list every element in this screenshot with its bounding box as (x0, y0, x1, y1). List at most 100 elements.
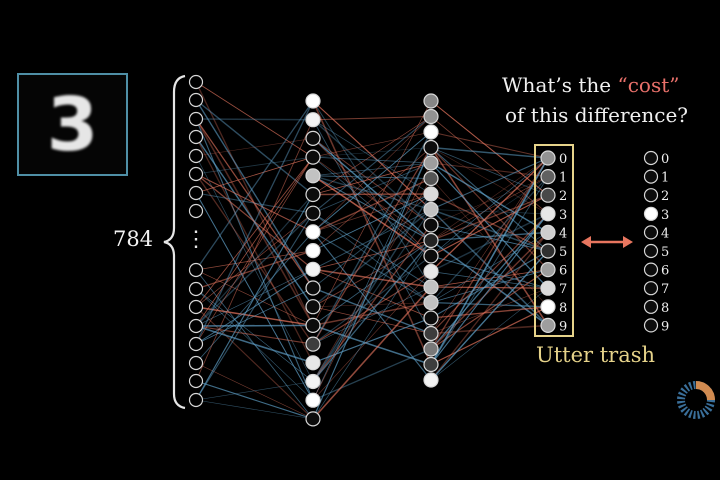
weight-line (195, 81, 314, 158)
target-neuron (643, 243, 659, 259)
output-neuron (540, 224, 556, 240)
weight-line (312, 302, 432, 307)
weight-line (195, 381, 314, 401)
input-brace (163, 74, 186, 410)
hidden1-neuron (305, 168, 321, 184)
weight-line (312, 240, 432, 270)
weight-line (195, 155, 314, 382)
weight-line (195, 173, 314, 233)
hidden2-neuron (423, 93, 439, 109)
weight-line (430, 231, 549, 350)
loading-spinner-icon (677, 381, 715, 419)
weight-line (430, 162, 549, 233)
hidden1-neuron (305, 336, 321, 352)
weight-connections (195, 81, 549, 420)
weight-line (312, 156, 432, 164)
weight-line (430, 146, 549, 159)
input-neuron (188, 336, 204, 352)
output-labels: 0 0 1 1 2 2 3 3 4 4 5 5 6 6 7 7 8 8 9 9 (559, 152, 669, 334)
weight-line (430, 287, 549, 381)
weight-line (312, 193, 432, 251)
hidden2-neuron (423, 263, 439, 280)
weight-line (430, 157, 549, 350)
input-neuron (188, 281, 204, 297)
hidden2-neuron (423, 155, 439, 171)
weight-line (195, 306, 314, 420)
hidden2-neuron (423, 217, 439, 233)
weight-line (430, 231, 549, 381)
difference-arrow (581, 236, 633, 248)
neurons: ⋮ (185, 74, 659, 427)
input-digit-image: 3 (17, 73, 128, 176)
input-neuron (188, 166, 204, 182)
weight-line (195, 119, 314, 382)
hidden1-neuron (305, 186, 321, 203)
weight-line (312, 119, 432, 226)
weight-line (312, 137, 432, 242)
weight-line (430, 116, 549, 215)
weight-line (312, 162, 432, 214)
target-neuron (643, 225, 659, 240)
weight-line (312, 209, 432, 270)
weight-line (430, 250, 549, 319)
input-neuron (188, 185, 204, 201)
hidden1-neuron (305, 224, 321, 240)
weight-line (430, 131, 549, 159)
weight-line (195, 156, 314, 345)
weight-line (312, 116, 432, 233)
weight-line (430, 147, 549, 215)
weight-line (430, 224, 549, 252)
weight-line (312, 212, 432, 303)
weight-line (430, 176, 549, 365)
input-neuron (188, 111, 204, 127)
weight-line (312, 286, 432, 345)
weight-line (312, 317, 432, 364)
weight-line (312, 119, 432, 195)
input-neuron (188, 148, 204, 164)
input-neuron (188, 92, 204, 108)
weight-line (195, 194, 314, 401)
weight-line (430, 209, 549, 215)
weight-line (430, 213, 549, 273)
weight-line (430, 301, 549, 308)
hidden2-neuron (423, 279, 439, 295)
output-neuron (540, 243, 556, 259)
weight-line (195, 156, 314, 194)
input-neuron (188, 373, 204, 389)
weight-line (312, 115, 432, 121)
output-label: 2 (559, 189, 567, 204)
input-neuron (188, 392, 204, 408)
weight-line (312, 231, 432, 304)
weight-line (312, 175, 432, 241)
weight-line (312, 193, 432, 289)
weight-line (312, 231, 432, 381)
weight-line (312, 175, 432, 179)
hidden2-neuron (423, 325, 439, 342)
weight-line (312, 147, 432, 251)
output-label: 3 (559, 208, 567, 223)
weight-line (430, 100, 549, 196)
input-neuron (188, 74, 204, 90)
hidden1-neuron (305, 93, 321, 109)
weight-line (195, 99, 314, 196)
weight-line (430, 208, 549, 252)
hidden2-neuron (423, 372, 439, 388)
target-label: 6 (661, 264, 669, 279)
hidden2-neuron (423, 108, 439, 125)
weight-line (195, 156, 314, 175)
weight-line (195, 325, 314, 345)
weight-line (312, 100, 432, 326)
cost-question-prefix: What’s the (502, 73, 618, 97)
weight-line (312, 178, 432, 382)
hidden2-neuron (423, 341, 439, 357)
hidden1-neuron (305, 261, 321, 277)
weight-line (312, 271, 432, 345)
weight-line (312, 255, 432, 345)
target-neuron (643, 169, 659, 184)
hidden1-neuron (305, 243, 321, 259)
input-neuron (188, 299, 204, 315)
target-neuron (643, 281, 659, 296)
weight-line (195, 138, 314, 157)
weight-line (312, 116, 432, 214)
